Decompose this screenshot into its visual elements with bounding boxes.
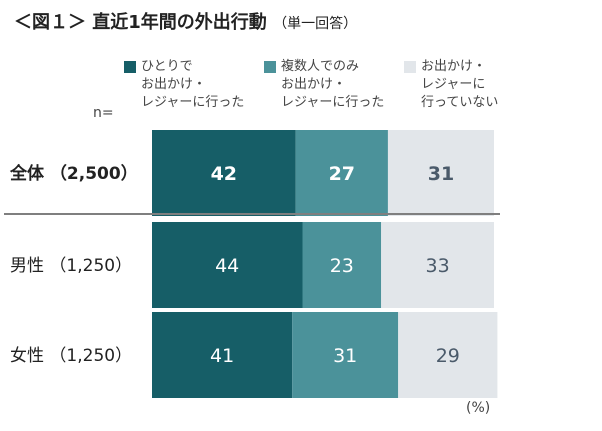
bar-1-series-3 — [388, 130, 494, 216]
category-label-2: 男性 （1,250） — [10, 256, 132, 276]
unit-label: (%) — [466, 400, 491, 416]
data-label-3-series-2: 31 — [333, 345, 357, 367]
n-label: n= — [93, 105, 114, 121]
category-label-1: 全体 （2,500） — [9, 163, 138, 184]
bar-3-series-1 — [152, 312, 293, 398]
chart-title-main: ＜図１＞ 直近1年間の外出行動 — [14, 12, 267, 33]
legend-label-3: お出かけ・ レジャーに 行っていない — [421, 59, 499, 110]
data-label-1-series-1: 42 — [211, 163, 237, 185]
bar-3-series-3 — [398, 312, 498, 398]
data-label-2-series-3: 33 — [426, 255, 450, 277]
bar-2-series-1 — [152, 222, 303, 308]
legend-swatch-3 — [404, 61, 416, 73]
bar-3-series-2 — [292, 312, 399, 398]
data-label-2-series-2: 23 — [330, 255, 354, 277]
legend-swatch-1 — [124, 61, 136, 73]
category-label-3: 女性 （1,250） — [10, 346, 132, 366]
data-label-2-series-1: 44 — [215, 255, 239, 277]
data-label-1-series-2: 27 — [329, 163, 355, 185]
legend-label-2: 複数人でのみ お出かけ・ レジャーに行った — [281, 59, 385, 110]
chart-subtitle: （単一回答） — [273, 16, 358, 32]
bar-2-series-3 — [381, 222, 494, 308]
legend-item-1: ひとりで お出かけ・ レジャーに行った — [124, 58, 244, 112]
legend-label-1: ひとりで お出かけ・ レジャーに行った — [141, 59, 245, 110]
data-label-3-series-1: 41 — [210, 345, 234, 367]
data-label-1-series-3: 31 — [428, 163, 454, 185]
chart-title: ＜図１＞ 直近1年間の外出行動 （単一回答） — [14, 8, 357, 34]
bar-1-series-1 — [152, 130, 296, 216]
bar-1-series-2 — [295, 130, 388, 216]
data-label-3-series-3: 29 — [436, 345, 460, 367]
bar-2-series-2 — [302, 222, 382, 308]
legend-item-3: お出かけ・ レジャーに 行っていない — [404, 58, 498, 112]
legend-item-2: 複数人でのみ お出かけ・ レジャーに行った — [264, 58, 384, 112]
legend-swatch-2 — [264, 61, 276, 73]
